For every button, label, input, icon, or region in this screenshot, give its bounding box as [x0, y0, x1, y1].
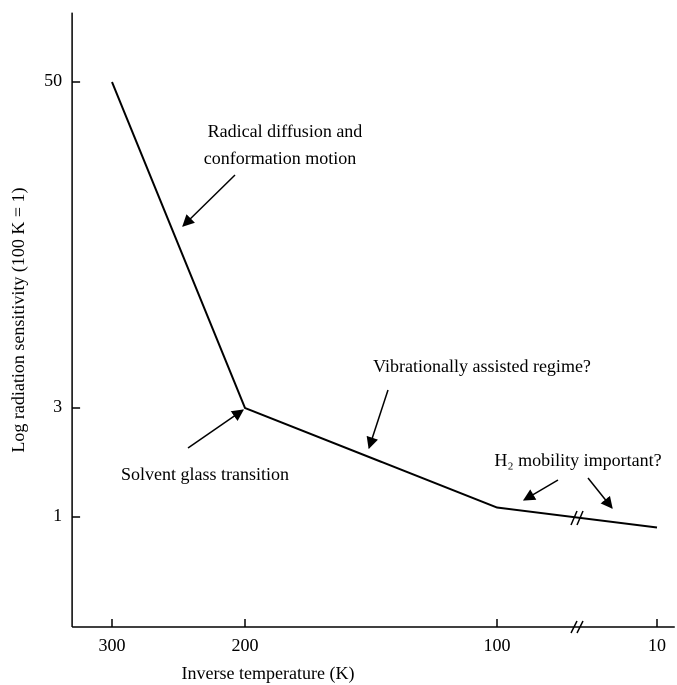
x-tick-label: 100 [484, 635, 511, 655]
arrow [587, 477, 613, 509]
line-break [576, 510, 584, 526]
arrow [187, 409, 244, 449]
arrows [182, 174, 613, 509]
annotation: Radical diffusion and [208, 121, 363, 141]
axis-break [570, 620, 578, 634]
arrow [182, 174, 236, 227]
y-tick-label: 1 [53, 505, 62, 525]
x-tick-label: 200 [232, 635, 259, 655]
annotation: Vibrationally assisted regime? [373, 356, 591, 376]
x-tick-label: 300 [99, 635, 126, 655]
y-tick-label: 50 [44, 70, 62, 90]
x-axis-label: Inverse temperature (K) [182, 663, 355, 684]
arrow [522, 479, 559, 501]
data-line [111, 81, 658, 529]
y-tick-label: 3 [53, 396, 62, 416]
axis-break [576, 620, 584, 634]
arrow [366, 389, 389, 450]
line-break [570, 510, 578, 526]
x-tick-label: 10 [648, 635, 666, 655]
annotation: Solvent glass transition [121, 464, 289, 484]
annotation: conformation motion [204, 148, 356, 168]
annotation: H₂ mobility important? [494, 450, 661, 470]
y-axis-label: Log radiation sensitivity (100 K = 1) [8, 187, 29, 452]
